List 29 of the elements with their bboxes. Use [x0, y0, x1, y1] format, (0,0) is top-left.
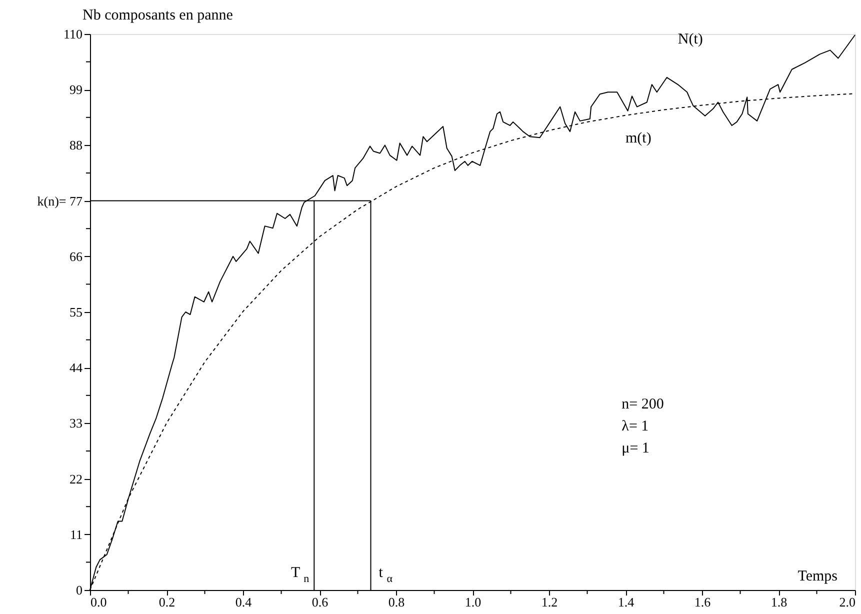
text: N(t) [678, 32, 703, 48]
x-tick-label: 1.6 [694, 594, 712, 610]
y-tick-label: 88 [70, 138, 82, 153]
y-tick-label: 44 [70, 360, 83, 376]
x-tick-label: 0.4 [235, 594, 252, 610]
y-tick-label: 99 [70, 82, 82, 98]
x-tick-label: 1.8 [770, 594, 788, 610]
x-axis-title: Temps [798, 568, 838, 584]
x-tick-label: 1.4 [618, 594, 635, 610]
y-tick-label: 33 [70, 416, 82, 431]
x-tick-label: 1.0 [464, 594, 482, 610]
y-tick-label: 11 [70, 526, 82, 542]
x-tick-label: 0.8 [388, 594, 405, 610]
y-tick-label: 110 [63, 26, 82, 42]
y-tick-label: 66 [70, 248, 83, 264]
x-tick-label: 0.2 [158, 594, 176, 610]
y-tick-label: k(n)= 77 [37, 193, 83, 208]
y-tick-label: 0 [76, 582, 82, 598]
y-tick-label: 22 [70, 471, 82, 486]
annotation: λ= 1 [622, 418, 649, 435]
y-tick-label: 55 [70, 304, 82, 320]
annotation: μ= 1 [622, 440, 650, 457]
y-axis-title: Nb composants en panne [82, 8, 234, 24]
series-label: m(t) [626, 130, 652, 146]
x-tick-label: 0.0 [90, 594, 107, 610]
x-tick-label: 1.2 [541, 594, 558, 610]
x-tick-label: 0.6 [312, 594, 329, 610]
annotation: n= 200 [622, 396, 664, 413]
x-tick-label: 2.0 [839, 594, 856, 610]
